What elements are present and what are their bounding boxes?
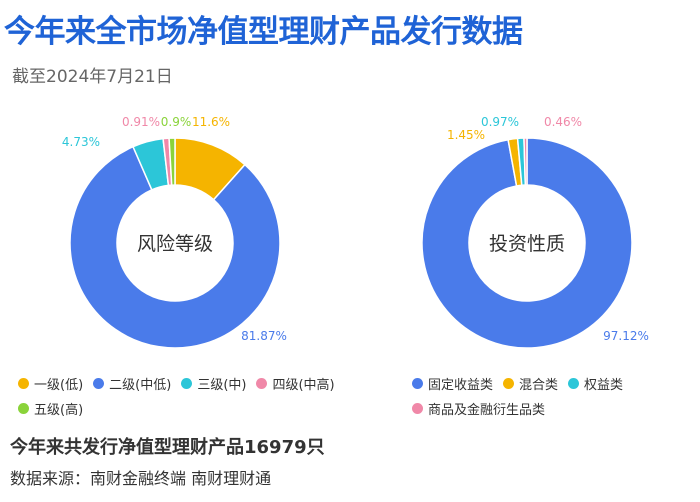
legend-dot-icon [256, 378, 268, 389]
page-subtitle: 截至2024年7月21日 [12, 67, 173, 87]
issuance-summary: 今年来共发行净值型理财产品16979只 [10, 437, 325, 458]
legend-item: 固定收益类 [412, 374, 493, 393]
legend-dot-icon [412, 403, 423, 414]
legend-item: 三级(中) [181, 374, 246, 393]
donut-slice-1-0 [421, 137, 633, 349]
legend-item: 一级(低) [18, 374, 83, 393]
legend-item: 五级(高) [18, 399, 83, 418]
legend-label: 三级(中) [197, 378, 247, 393]
legend-dot-icon [18, 378, 29, 389]
risk-level-donut: 风险等级 11.6% 81.87% 4.73% 0.91% 0.9% [62, 115, 287, 349]
legend-label: 商品及金融衍生品类 [428, 403, 546, 418]
legend-label: 权益类 [584, 378, 624, 393]
data-label-0-3: 0.91% [122, 115, 160, 129]
data-source: 数据来源：南财金融终端 南财理财通 [10, 469, 272, 488]
legend-item: 四级(中高) [256, 374, 335, 393]
investment-type-donut: 投资性质 97.12% 1.45%0.97% 0.46% [421, 115, 649, 349]
data-label-1-3: 0.46% [544, 115, 582, 129]
legend-dot-icon [93, 378, 105, 389]
donut-slice-0-4 [168, 137, 176, 186]
data-label-1-1: 1.45% [447, 128, 485, 142]
legend-dot-icon [181, 378, 193, 389]
legend-label: 四级(中高) [272, 378, 335, 393]
legend-item: 混合类 [503, 374, 558, 393]
data-label-1-2: 0.97% [481, 115, 519, 129]
data-label-0-0: 11.6% [192, 115, 230, 129]
legend-item: 权益类 [568, 374, 623, 393]
legend-dot-icon [503, 378, 515, 389]
donut-slice-0-1 [69, 145, 281, 349]
donut-center-label: 风险等级 [137, 233, 213, 255]
risk-level-legend: 一级(低) 二级(中低) 三级(中) 四级(中高) 五级(高) [18, 374, 348, 418]
investment-type-legend: 固定收益类 混合类 权益类商品及金融衍生品类 [412, 374, 682, 418]
data-label-0-4: 0.9% [161, 115, 192, 129]
legend-dot-icon [568, 378, 580, 389]
legend-label: 二级(中低) [109, 378, 172, 393]
donut-slice-1-3 [523, 137, 528, 186]
legend-dot-icon [412, 378, 423, 389]
legend-label: 混合类 [519, 378, 559, 393]
page-title: 今年来全市场净值型理财产品发行数据 [4, 14, 523, 50]
data-label-0-2: 4.73% [62, 135, 100, 149]
data-label-1-0: 97.12% [603, 329, 649, 343]
legend-item: 商品及金融衍生品类 [412, 399, 545, 418]
legend-dot-icon [18, 403, 29, 414]
legend-label: 五级(高) [34, 403, 84, 418]
donut-center-label: 投资性质 [489, 233, 565, 255]
legend-label: 固定收益类 [428, 378, 494, 393]
legend-label: 一级(低) [34, 378, 84, 393]
data-label-0-1: 81.87% [241, 329, 287, 343]
legend-item: 二级(中低) [93, 374, 171, 393]
